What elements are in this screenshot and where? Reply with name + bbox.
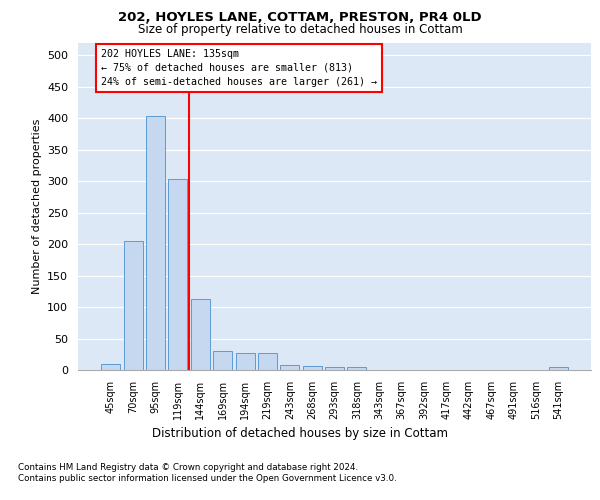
Bar: [213, 351, 232, 370]
Bar: [548, 367, 568, 370]
Bar: [347, 368, 367, 370]
Bar: [325, 367, 344, 370]
Bar: [302, 366, 322, 370]
Bar: [280, 365, 299, 370]
Text: Contains public sector information licensed under the Open Government Licence v3: Contains public sector information licen…: [18, 474, 397, 483]
Bar: [191, 300, 210, 370]
Bar: [101, 364, 121, 370]
Bar: [124, 241, 143, 370]
Text: 202 HOYLES LANE: 135sqm
← 75% of detached houses are smaller (813)
24% of semi-d: 202 HOYLES LANE: 135sqm ← 75% of detache…: [101, 49, 377, 87]
Text: Size of property relative to detached houses in Cottam: Size of property relative to detached ho…: [137, 22, 463, 36]
Bar: [258, 353, 277, 370]
Bar: [236, 353, 254, 370]
Bar: [146, 116, 165, 370]
Text: Distribution of detached houses by size in Cottam: Distribution of detached houses by size …: [152, 428, 448, 440]
Y-axis label: Number of detached properties: Number of detached properties: [32, 118, 41, 294]
Text: 202, HOYLES LANE, COTTAM, PRESTON, PR4 0LD: 202, HOYLES LANE, COTTAM, PRESTON, PR4 0…: [118, 11, 482, 24]
Bar: [169, 179, 187, 370]
Text: Contains HM Land Registry data © Crown copyright and database right 2024.: Contains HM Land Registry data © Crown c…: [18, 462, 358, 471]
